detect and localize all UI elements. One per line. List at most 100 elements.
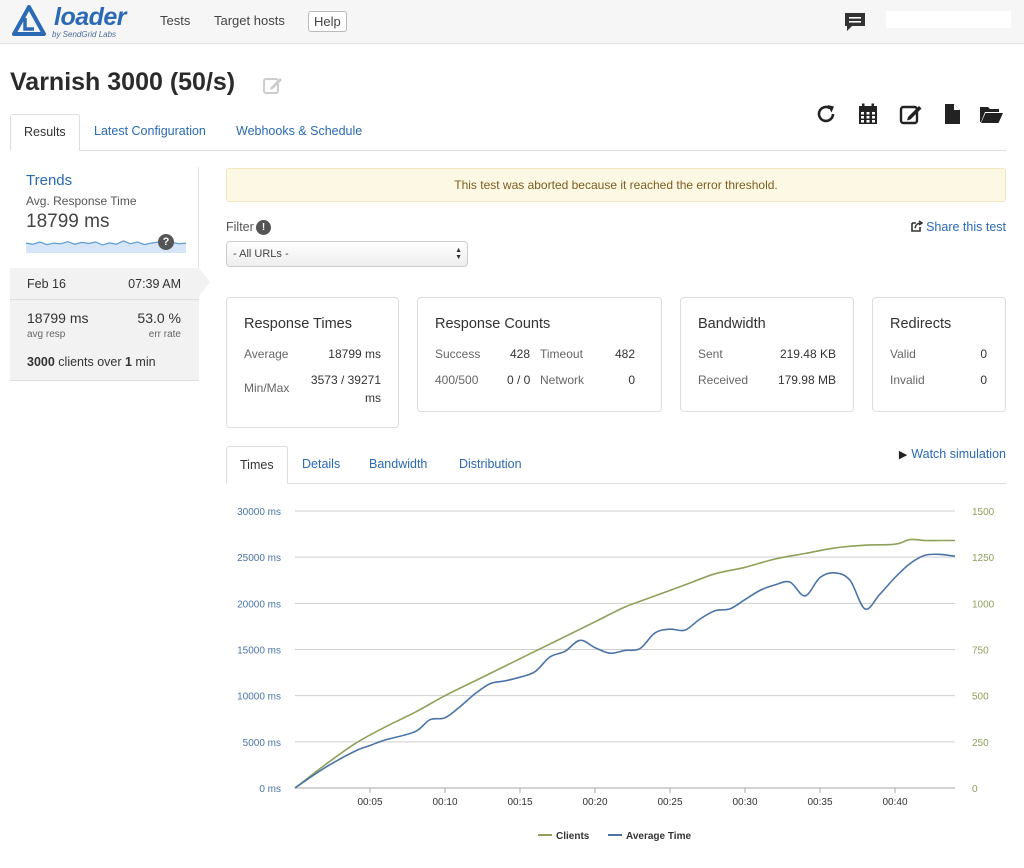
tab-latest-configuration[interactable]: Latest Configuration: [94, 124, 206, 138]
run-date: Feb 16: [27, 277, 66, 291]
y-left-tick-label: 25000 ms: [237, 553, 281, 564]
success-value: 428: [510, 347, 531, 361]
average-time-series-line: [294, 553, 956, 789]
trends-value: 18799 ms: [26, 211, 110, 232]
tab-webhooks-schedule[interactable]: Webhooks & Schedule: [236, 124, 363, 138]
timeout-label: Timeout: [540, 347, 583, 361]
x-tick-label: 00:40: [882, 797, 907, 808]
run-selected-arrow: [199, 268, 210, 296]
run-avg-resp-label: avg resp: [27, 329, 66, 340]
test-run-item[interactable]: Feb 16 07:39 AM 18799 ms avg resp 53.0 %…: [10, 268, 199, 381]
tab-details[interactable]: Details: [302, 457, 341, 471]
legend-label: Clients: [556, 831, 590, 842]
search-input[interactable]: [886, 11, 1011, 28]
help-icon[interactable]: ?: [158, 234, 174, 250]
sent-label: Sent: [698, 347, 723, 361]
y-left-tick-label: 20000 ms: [237, 599, 281, 610]
logo-tagline: by SendGrid Labs: [52, 30, 117, 39]
run-err-rate: 53.0 %: [137, 310, 181, 326]
x-tick-label: 00:10: [432, 797, 457, 808]
page-title: Varnish 3000 (50/s): [10, 68, 236, 96]
success-label: Success: [435, 347, 481, 361]
x-tick-label: 00:15: [507, 797, 532, 808]
trends-link[interactable]: Trends: [26, 172, 73, 189]
url-filter-select[interactable]: - All URLs - ▲ ▼: [226, 241, 468, 267]
url-filter-value: - All URLs -: [233, 248, 289, 260]
sparkline-area: [26, 240, 186, 253]
minmax-unit: ms: [365, 391, 381, 405]
card-title: Response Counts: [435, 316, 551, 332]
edit-icon[interactable]: [899, 102, 923, 126]
loader-logo[interactable]: loader by SendGrid Labs: [11, 3, 131, 42]
share-test-link[interactable]: Share this test: [911, 220, 1006, 234]
y-right-tick-label: 500: [972, 692, 989, 703]
tab-results[interactable]: Results: [10, 114, 80, 151]
timeout-value: 482: [614, 347, 635, 361]
clients-series-line: [294, 538, 955, 789]
document-icon[interactable]: [940, 102, 964, 126]
invalid-label: Invalid: [890, 373, 925, 387]
y-left-tick-label: 30000 ms: [237, 507, 281, 518]
invalid-value: 0: [980, 373, 987, 387]
y-right-tick-label: 750: [972, 646, 989, 657]
received-label: Received: [698, 373, 749, 387]
logo-wordmark: loader: [54, 3, 127, 31]
run-divider: [10, 299, 199, 300]
y-right-tick-label: 0: [972, 784, 978, 795]
nav-target-hosts-link[interactable]: Target hosts: [214, 13, 285, 28]
trends-subtitle: Avg. Response Time: [26, 194, 137, 208]
y-left-tick-label: 5000 ms: [243, 738, 281, 749]
watch-simulation-link[interactable]: ▶ Watch simulation: [899, 447, 1006, 461]
watch-simulation-label: Watch simulation: [911, 447, 1006, 461]
run-duration: 1: [124, 355, 132, 369]
run-clients-summary: 3000 clients over 1 min: [27, 355, 156, 369]
average-value: 18799 ms: [328, 347, 381, 361]
tab-distribution[interactable]: Distribution: [459, 457, 522, 471]
trends-panel: Trends Avg. Response Time 18799 ms ? Feb…: [10, 167, 210, 381]
x-tick-label: 00:20: [582, 797, 607, 808]
y-right-tick-label: 1500: [972, 507, 995, 518]
nav-tests-link[interactable]: Tests: [160, 13, 191, 28]
minmax-label: Min/Max: [244, 381, 290, 395]
network-label: Network: [540, 373, 585, 387]
average-label: Average: [244, 347, 289, 361]
run-err-rate-label: err rate: [148, 329, 181, 340]
share-icon: [911, 220, 924, 232]
valid-label: Valid: [890, 347, 916, 361]
chat-icon[interactable]: [843, 11, 867, 33]
play-icon: ▶: [898, 449, 908, 461]
x-tick-label: 00:25: [657, 797, 682, 808]
folder-open-icon[interactable]: [979, 102, 1003, 126]
refresh-icon[interactable]: [814, 102, 838, 126]
tab-bandwidth[interactable]: Bandwidth: [369, 457, 428, 471]
y-right-tick-label: 250: [972, 738, 989, 749]
run-duration-unit: min: [131, 355, 156, 369]
legend-label: Average Time: [626, 831, 691, 842]
http-errors-value: 0 / 0: [507, 373, 531, 387]
x-tick-label: 00:35: [807, 797, 832, 808]
info-icon[interactable]: !: [256, 220, 271, 235]
card-title: Bandwidth: [698, 316, 766, 332]
error-threshold-alert: This test was aborted because it reached…: [226, 168, 1006, 202]
share-test-label: Share this test: [926, 220, 1006, 234]
edit-title-icon[interactable]: [262, 74, 284, 96]
run-clients-count: 3000: [27, 355, 55, 369]
valid-value: 0: [980, 347, 987, 361]
calendar-icon[interactable]: [856, 102, 880, 126]
card-title: Redirects: [890, 316, 952, 332]
http-errors-label: 400/500: [435, 373, 479, 387]
minmax-value: 3573 / 39271: [310, 373, 381, 387]
run-avg-resp: 18799 ms: [27, 310, 89, 326]
test-tabs: Results Latest Configuration Webhooks & …: [10, 114, 1006, 151]
chart-tabs: Times Details Bandwidth Distribution: [226, 446, 1006, 484]
network-value: 0: [628, 373, 635, 387]
y-left-tick-label: 10000 ms: [237, 692, 281, 703]
nav-help-button[interactable]: Help: [308, 11, 347, 32]
x-tick-label: 00:05: [357, 797, 382, 808]
filter-label: Filter: [226, 220, 254, 234]
response-counts-card: Response Counts Success 428 Timeout 482 …: [417, 297, 662, 412]
tab-times[interactable]: Times: [226, 446, 288, 484]
run-time: 07:39 AM: [128, 277, 181, 291]
y-right-tick-label: 1250: [972, 553, 995, 564]
response-times-card: Response Times Average 18799 ms Min/Max …: [226, 297, 399, 428]
